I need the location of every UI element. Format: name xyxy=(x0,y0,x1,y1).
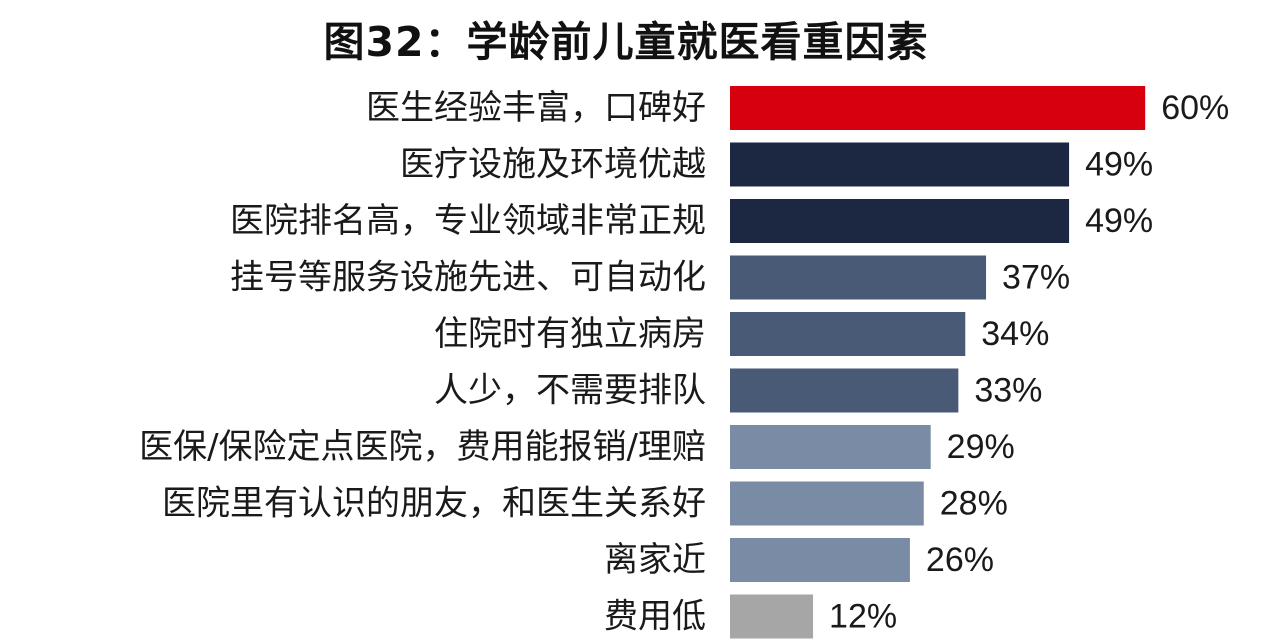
value-label-6: 33% xyxy=(974,372,1042,410)
category-label-3: 医院排名高，专业领域非常正规 xyxy=(230,201,706,241)
value-label-9: 26% xyxy=(926,541,994,579)
category-label-1: 医生经验丰富，口碑好 xyxy=(366,88,706,128)
bar-3 xyxy=(730,199,1070,243)
category-label-9: 离家近 xyxy=(604,540,706,580)
category-label-7: 医保/保险定点医院，费用能报销/理赔 xyxy=(139,427,706,467)
value-label-7: 29% xyxy=(947,428,1015,466)
category-label-8: 医院里有认识的朋友，和医生关系好 xyxy=(162,484,706,524)
bar-9 xyxy=(730,538,910,582)
bar-4 xyxy=(730,255,987,300)
value-label-1: 60% xyxy=(1161,89,1229,127)
value-label-3: 49% xyxy=(1085,202,1153,240)
value-label-4: 37% xyxy=(1002,259,1070,297)
bar-2 xyxy=(730,142,1070,187)
value-label-2: 49% xyxy=(1085,146,1153,184)
category-label-6: 人少，不需要排队 xyxy=(434,371,706,411)
category-label-5: 住院时有独立病房 xyxy=(434,314,706,354)
bar-10 xyxy=(730,594,814,639)
value-label-8: 28% xyxy=(940,485,1008,523)
value-label-5: 34% xyxy=(981,315,1049,353)
category-label-10: 费用低 xyxy=(604,597,706,637)
value-label-10: 12% xyxy=(829,598,897,636)
category-label-2: 医疗设施及环境优越 xyxy=(400,145,706,185)
bar-1 xyxy=(730,86,1146,130)
bar-7 xyxy=(730,425,931,469)
bar-5 xyxy=(730,312,966,356)
chart-title: 图32：学龄前儿童就医看重因素 xyxy=(323,18,929,66)
bar-6 xyxy=(730,368,959,413)
category-label-4: 挂号等服务设施先进、可自动化 xyxy=(230,258,706,298)
bar-8 xyxy=(730,481,924,526)
